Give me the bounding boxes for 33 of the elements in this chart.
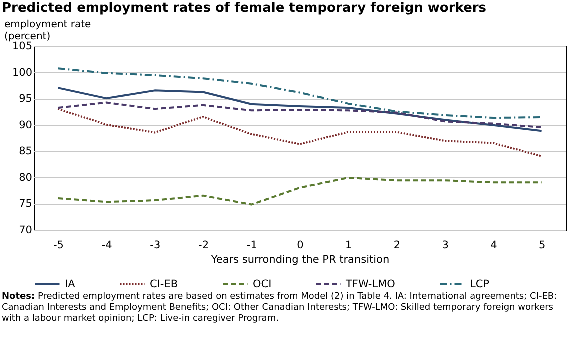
x-axis-title: Years surronding the PR transition (210, 254, 390, 266)
y-tick-label: 80 (19, 172, 32, 184)
y-tick-label: 105 (12, 40, 32, 52)
legend-label: TFW-LMO (345, 278, 396, 290)
y-axis-title: employment rate (percent) (4, 20, 92, 42)
x-tick-label: 0 (297, 240, 304, 252)
line-series (57, 68, 543, 120)
y-tick-label: 95 (19, 93, 32, 106)
x-tick-label: 5 (538, 240, 546, 252)
x-tick-label: -2 (198, 240, 210, 252)
x-tick-label: -4 (102, 240, 113, 252)
legend-label: IA (65, 278, 76, 290)
y-tick-label: 70 (19, 224, 32, 236)
chart-title: Predicted employment rates of female temporary foreign workers (1, 0, 488, 17)
x-tick-label: 4 (490, 240, 498, 252)
text: Notes: Predicted employment rates are based on estimates from Model (2) in Table 4. IA: International agreements; CI-EB: Canadian Interests and Employment Benefits; OCI: Other Canadian Interests; TFW-LMO: Skilled temporary foreign workers with a labour market opinion; LCP: Live-in caregiver Program. (2, 292, 558, 325)
x-tick-label: -5 (53, 240, 64, 252)
line-series (57, 87, 543, 132)
x-tick-label: -3 (150, 240, 161, 252)
x-tick-label: 3 (442, 240, 449, 252)
x-tick-label: -1 (246, 240, 258, 252)
line-series (57, 102, 543, 128)
x-tick-label: 1 (346, 240, 352, 252)
legend-label: OCI (253, 278, 272, 290)
y-tick-label: 100 (12, 66, 32, 79)
legend-label: CI-EB (150, 278, 178, 290)
y-tick-label: 75 (19, 198, 32, 210)
line-series (57, 108, 543, 158)
y-tick-label: 85 (19, 146, 32, 158)
legend-label: LCP (470, 278, 490, 290)
x-tick-label: 2 (394, 240, 401, 252)
y-tick-label: 90 (19, 119, 32, 132)
line-series (57, 176, 543, 206)
